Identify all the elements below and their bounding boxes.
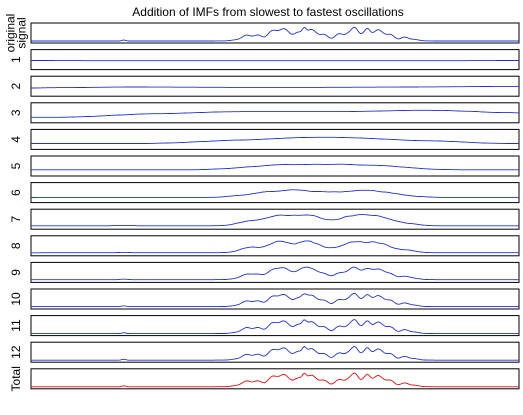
partial-sum-line-11	[31, 319, 519, 335]
panel-10: 10	[9, 288, 520, 310]
partial-sum-line-6	[31, 189, 519, 198]
panel-1: 1	[9, 49, 520, 71]
panel-label: 6	[9, 189, 23, 196]
panel-axes	[30, 49, 520, 71]
panel-axes	[30, 102, 520, 124]
panel-axes	[30, 368, 520, 390]
panel-12: 12	[9, 341, 520, 363]
panel-axes	[30, 182, 520, 204]
partial-sum-line-0	[31, 26, 519, 42]
partial-sum-line-5	[31, 163, 519, 171]
partial-sum-line-8	[31, 240, 519, 254]
panel-label: 7	[9, 216, 23, 223]
panel-axes	[30, 155, 520, 177]
partial-sum-line-12	[31, 346, 519, 361]
panel-axes	[30, 315, 520, 337]
panel-2: 2	[9, 75, 520, 97]
panel-label: 12	[9, 345, 23, 359]
panel-axes	[30, 288, 520, 310]
panel-11: 11	[9, 315, 520, 337]
partial-sum-line-2	[31, 85, 519, 89]
panel-4: 4	[9, 128, 520, 150]
panel-axes	[30, 235, 520, 257]
panel-label: 9	[9, 269, 23, 276]
panel-label: 11	[9, 319, 23, 332]
panel-axes	[30, 128, 520, 150]
panel-axes	[30, 341, 520, 363]
partial-sum-line-7	[31, 214, 519, 227]
panel-7: 7	[9, 208, 520, 230]
panel-axes	[30, 261, 520, 283]
panel-axes	[30, 208, 520, 230]
panel-label: 10	[9, 292, 23, 306]
total-series-line	[31, 372, 519, 388]
panel-8: 8	[9, 235, 520, 257]
panel-label: 4	[9, 136, 23, 143]
panel-label: 3	[9, 109, 23, 116]
panel-0: originalsignal	[4, 14, 520, 53]
panel-label: originalsignal	[4, 14, 29, 53]
panel-axes	[30, 22, 520, 44]
panel-label: 1	[9, 56, 23, 63]
panel-axes	[30, 75, 520, 97]
partial-sum-line-3	[31, 109, 519, 118]
panel-6: 6	[9, 182, 520, 204]
partial-sum-line-10	[31, 292, 519, 308]
panel-label: 2	[9, 83, 23, 90]
partial-sum-line-4	[31, 136, 520, 145]
partial-sum-line-9	[31, 266, 519, 281]
panel-label: Total	[9, 366, 23, 391]
panel-3: 3	[9, 102, 520, 124]
panel-label: 8	[9, 242, 23, 249]
panel-label: 5	[9, 162, 23, 169]
panel-5: 5	[9, 155, 520, 177]
panel-13: Total	[9, 366, 520, 391]
panel-9: 9	[9, 261, 520, 283]
chart-title: Addition of IMFs from slowest to fastest…	[132, 5, 403, 19]
